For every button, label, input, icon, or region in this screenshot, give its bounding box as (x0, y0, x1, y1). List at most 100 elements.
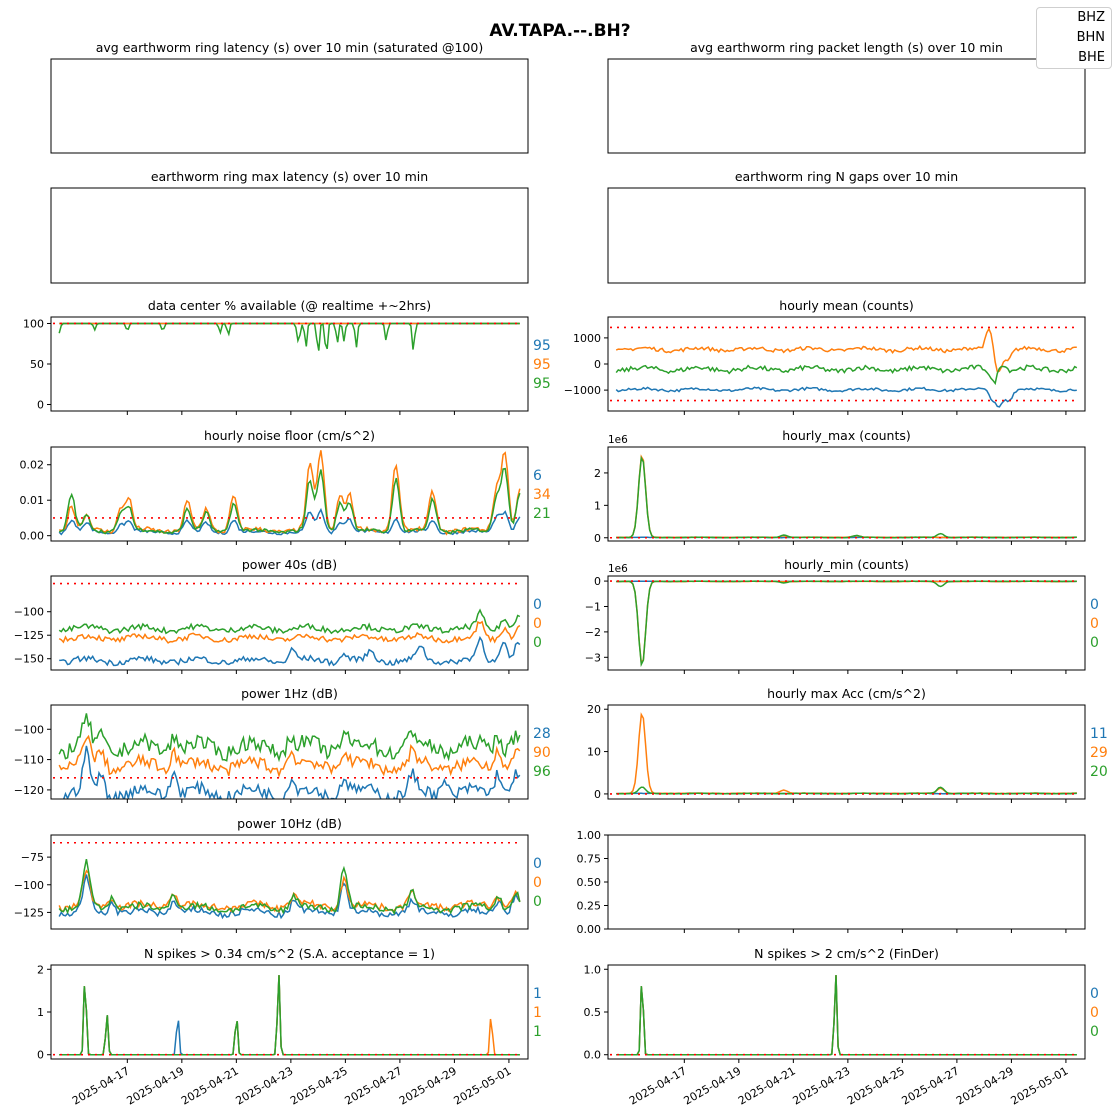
legend-entry-bhz: BHZ (1077, 10, 1105, 25)
axes-frame (50, 834, 529, 930)
series-line-bhe (58, 713, 521, 763)
xtick-label: 2025-04-27 (343, 1064, 405, 1107)
side-value-bhe: 0 (533, 635, 542, 651)
ytick-label: 20 (587, 703, 601, 716)
side-value-bhe: 96 (533, 764, 551, 780)
axes-frame (50, 575, 529, 671)
panel-noisefloor: hourly noise floor (cm/s^2) 0.00 0.01 0.02 6… (20, 428, 551, 545)
panel-empty: 0.00 0.25 0.50 0.75 1.00 (577, 829, 1086, 936)
panel-spikes034: N spikes > 0.34 cm/s^2 (S.A. acceptance … (37, 946, 542, 1108)
ytick-label: −2 (585, 626, 601, 639)
panel-title-available: data center % available (@ realtime +~2h… (148, 298, 431, 313)
xtick-label: 2025-04-19 (124, 1064, 186, 1107)
side-value-bhz: 0 (1090, 986, 1099, 1002)
side-value-bhz: 0 (533, 856, 542, 872)
series-line-bhn (615, 327, 1077, 373)
axes-frame (607, 446, 1086, 542)
series-line-bhe (616, 580, 1077, 668)
side-value-bhe: 0 (1090, 635, 1099, 651)
ytick-label: 100 (23, 317, 44, 330)
panel-title-power40: power 40s (dB) (242, 557, 337, 572)
panel-power1: power 1Hz (dB) −120 −110 −100 28 90 96 (14, 686, 551, 803)
xtick-label: 2025-04-29 (954, 1064, 1016, 1107)
axes-frame (50, 964, 529, 1060)
panel-packet: avg earthworm ring packet length (s) ove… (607, 40, 1086, 154)
ytick-label: 0.0 (584, 1049, 602, 1062)
ytick-label: 2 (37, 963, 44, 976)
side-value-bhz: 28 (533, 726, 551, 742)
ytick-label: −110 (14, 754, 44, 767)
panel-title-hourlymax: hourly_max (counts) (782, 428, 911, 443)
panel-hourlymax: hourly_max (counts) 0 1 2 1e6 (594, 428, 1086, 545)
side-value-bhe: 95 (533, 376, 551, 392)
panel-title-ngaps: earthworm ring N gaps over 10 min (735, 169, 958, 184)
ytick-label: −100 (14, 879, 44, 892)
ytick-label: 1.0 (584, 963, 602, 976)
ytick-label: 0 (594, 788, 601, 801)
figure-title: AV.TAPA.--.BH? (489, 21, 630, 41)
ytick-label: 1 (37, 1006, 44, 1019)
ytick-label: 1000 (573, 332, 601, 345)
scale-note: 1e6 (608, 434, 628, 446)
panel-hourlymaxacc: hourly max Acc (cm/s^2) 0 10 20 11 29 20 (587, 686, 1108, 803)
series-line-bhe (58, 608, 521, 635)
ytick-label: 0.00 (20, 530, 45, 543)
ytick-label: −125 (14, 629, 44, 642)
side-value-bhe: 1 (533, 1024, 542, 1040)
side-value-bhz: 6 (533, 468, 542, 484)
series-line-bhz (59, 975, 520, 1056)
ytick-label: 0.75 (577, 853, 602, 866)
ytick-label: −3 (585, 651, 601, 664)
series-line-bhn (616, 580, 1077, 666)
panel-hourlymin: hourly_min (counts) −3 −2 −1 0 1e6 0 0 0 (585, 557, 1099, 674)
side-value-bhn: 90 (533, 745, 551, 761)
panel-available: data center % available (@ realtime +~2h… (23, 298, 551, 415)
xtick-label: 2025-04-29 (397, 1064, 459, 1107)
ytick-label: 10 (587, 746, 601, 759)
legend-entry-bhn: BHN (1076, 30, 1105, 45)
panel-power40: power 40s (dB) −150 −125 −100 0 0 0 (14, 557, 542, 674)
side-value-bhn: 95 (533, 357, 551, 373)
side-value-bhz: 11 (1090, 726, 1108, 742)
xtick-label: 2025-04-17 (70, 1064, 132, 1107)
series-line-bhe (58, 858, 521, 916)
xtick-label: 2025-04-19 (681, 1064, 743, 1107)
series-line-bhn (58, 869, 521, 914)
ytick-label: 2 (594, 467, 601, 480)
series-line-bhe (59, 975, 520, 1056)
xtick-label: 2025-04-23 (790, 1064, 852, 1107)
side-value-bhe: 20 (1090, 764, 1108, 780)
xtick-label: 2025-04-17 (627, 1064, 689, 1107)
panel-power10: power 10Hz (dB) −125 −100 −75 0 0 0 (14, 816, 542, 933)
ytick-label: −1 (585, 600, 601, 613)
ytick-label: −150 (14, 653, 44, 666)
panel-title-hourlymaxacc: hourly max Acc (cm/s^2) (767, 686, 926, 701)
side-value-bhn: 0 (1090, 616, 1099, 632)
ytick-label: 1 (594, 499, 601, 512)
ytick-label: −125 (14, 906, 44, 919)
ytick-label: 0.01 (20, 494, 45, 507)
series-line-bhz (62, 745, 521, 799)
ytick-label: 0.50 (577, 876, 602, 889)
panels: avg earthworm ring latency (s) over 10 m… (14, 40, 1108, 1108)
axes-frame (607, 964, 1086, 1060)
series-line-bhn (58, 620, 521, 644)
panel-title-hourlymean: hourly mean (counts) (779, 298, 913, 313)
series-line-bhn (59, 975, 520, 1056)
axes-frame (50, 704, 529, 800)
panel-title-hourlymin: hourly_min (counts) (784, 557, 909, 572)
ytick-label: −120 (14, 784, 44, 797)
xtick-label: 2025-04-25 (288, 1064, 350, 1107)
xtick-label: 2025-04-23 (233, 1064, 295, 1107)
side-value-bhz: 1 (533, 986, 542, 1002)
side-value-bhn: 0 (1090, 1005, 1099, 1021)
ytick-label: 0.02 (20, 459, 45, 472)
series-line-bhn (616, 712, 1077, 795)
xtick-label: 2025-05-01 (452, 1064, 514, 1107)
xtick-label: 2025-04-25 (845, 1064, 907, 1107)
legend-entry-bhe: BHE (1078, 50, 1105, 65)
panel-title-maxlatency: earthworm ring max latency (s) over 10 m… (151, 169, 428, 184)
ytick-label: 0 (594, 358, 601, 371)
panel-title-spikes2: N spikes > 2 cm/s^2 (FinDer) (754, 946, 939, 961)
